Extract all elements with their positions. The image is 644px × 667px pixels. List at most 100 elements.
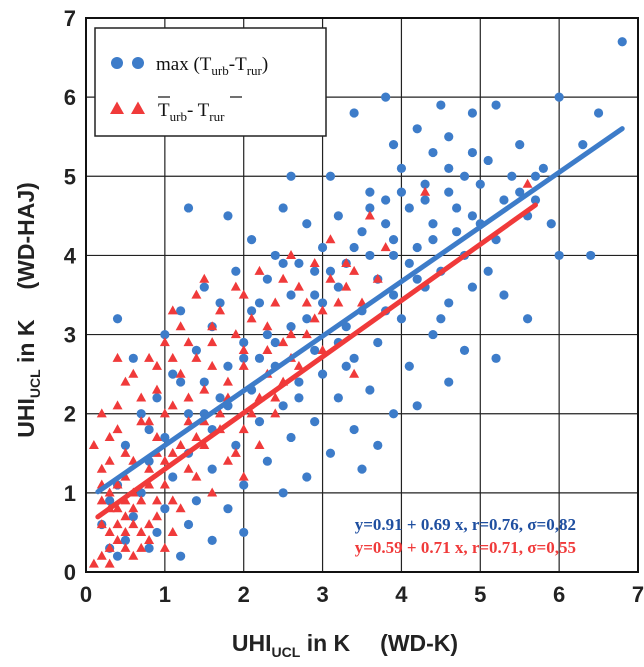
- data-point-circle: [412, 124, 422, 134]
- data-point-circle: [215, 298, 225, 308]
- data-point-circle: [365, 385, 375, 395]
- data-point-circle: [191, 345, 201, 355]
- data-point-triangle: [167, 400, 178, 410]
- data-point-triangle: [207, 337, 218, 347]
- data-point-triangle: [136, 416, 147, 426]
- data-point-triangle: [96, 463, 107, 473]
- data-point-circle: [325, 448, 336, 458]
- data-point-circle: [538, 163, 548, 173]
- data-point-circle: [278, 488, 288, 498]
- legend-marker-circles: [111, 57, 144, 69]
- y-tick-label: 3: [64, 323, 76, 348]
- data-point-circle: [270, 250, 280, 261]
- data-point-triangle: [112, 400, 123, 410]
- data-point-triangle: [96, 495, 107, 505]
- data-point-circle: [152, 393, 162, 403]
- data-point-circle: [428, 147, 438, 158]
- data-point-circle: [176, 306, 186, 316]
- data-point-triangle: [175, 503, 186, 513]
- data-point-triangle: [151, 432, 162, 442]
- data-point-circle: [231, 440, 241, 450]
- data-point-circle: [317, 242, 328, 253]
- data-point-triangle: [159, 542, 170, 552]
- data-point-circle: [617, 37, 627, 47]
- legend: max (Turb-Trur) Turb- Trur: [94, 27, 327, 137]
- plot-frame: [85, 17, 639, 573]
- data-point-triangle: [167, 495, 178, 505]
- data-point-triangle: [128, 503, 139, 513]
- data-point-circle: [475, 179, 485, 189]
- data-point-circle: [128, 353, 138, 363]
- data-point-triangle: [120, 542, 131, 552]
- data-point-triangle: [136, 392, 147, 402]
- legend-marker-triangles: [110, 101, 145, 115]
- data-point-triangle: [120, 447, 131, 457]
- data-point-triangle: [112, 534, 123, 544]
- data-point-triangle: [136, 495, 147, 505]
- x-axis-title: UHIUCL in K (WD-K): [232, 630, 458, 660]
- regression-line-circles: [95, 126, 625, 495]
- data-point-circle: [247, 306, 257, 316]
- data-point-circle: [105, 496, 115, 506]
- y-tick-label: 7: [64, 6, 76, 31]
- data-point-triangle: [286, 329, 297, 339]
- data-point-triangle: [207, 487, 218, 497]
- data-point-circle: [586, 250, 596, 261]
- data-point-triangle: [199, 384, 210, 394]
- data-point-circle: [215, 393, 225, 403]
- data-point-triangle: [270, 297, 281, 307]
- data-point-circle: [554, 92, 564, 102]
- data-point-circle: [459, 171, 470, 181]
- data-point-triangle: [167, 352, 178, 362]
- data-point-circle: [136, 409, 146, 419]
- data-point-circle: [365, 203, 375, 213]
- data-point-triangle: [301, 297, 312, 307]
- data-point-triangle: [270, 408, 281, 418]
- series-triangles: [88, 178, 533, 568]
- data-point-circle: [491, 353, 501, 363]
- data-point-triangle: [349, 368, 360, 378]
- data-point-circle: [199, 282, 209, 292]
- y-axis-title: UHIUCL in K(WD-HAJ): [13, 182, 43, 438]
- data-point-circle: [444, 298, 454, 308]
- x-tick-label: 7: [632, 582, 644, 607]
- data-point-circle: [160, 504, 170, 514]
- x-tick-labels: 0 1 2 3 4 5 6 7: [80, 582, 644, 607]
- data-point-circle: [278, 203, 288, 213]
- data-point-triangle: [309, 257, 320, 267]
- data-point-triangle: [238, 289, 249, 299]
- data-point-triangle: [278, 273, 289, 283]
- data-point-circle: [593, 108, 604, 118]
- data-point-circle: [491, 100, 501, 110]
- x-tick-label: 3: [316, 582, 328, 607]
- data-point-triangle: [246, 313, 257, 323]
- data-point-triangle: [144, 534, 155, 544]
- data-point-circle: [278, 258, 288, 268]
- data-point-triangle: [96, 408, 107, 418]
- legend-box: [94, 27, 327, 137]
- data-point-circle: [546, 219, 556, 229]
- data-point-circle: [412, 274, 422, 284]
- data-point-circle: [333, 211, 343, 221]
- data-point-triangle: [120, 471, 131, 481]
- data-point-triangle: [144, 519, 155, 529]
- x-tick-label: 4: [395, 582, 408, 607]
- data-point-triangle: [238, 360, 249, 370]
- data-point-circle: [270, 337, 280, 348]
- data-point-circle: [325, 266, 336, 276]
- data-point-circle: [341, 361, 351, 371]
- regression-equation-triangles: y=0.59 + 0.71 x, r=0.71, σ=0,55: [355, 538, 576, 557]
- regression-equation-circles: y=0.91 + 0.69 x, r=0.76, σ=0,82: [355, 515, 576, 534]
- data-point-triangle: [254, 265, 265, 275]
- data-point-triangle: [246, 408, 257, 418]
- legend-label-series-1: max (Turb-Trur): [156, 54, 268, 78]
- data-point-circle: [120, 440, 131, 450]
- data-point-triangle: [278, 337, 289, 347]
- data-point-circle: [483, 266, 493, 276]
- data-point-circle: [286, 290, 296, 300]
- data-point-circle: [444, 163, 454, 173]
- data-point-circle: [381, 195, 391, 205]
- x-tick-label: 1: [159, 582, 171, 607]
- data-point-circle: [396, 163, 407, 173]
- data-point-triangle: [372, 273, 383, 283]
